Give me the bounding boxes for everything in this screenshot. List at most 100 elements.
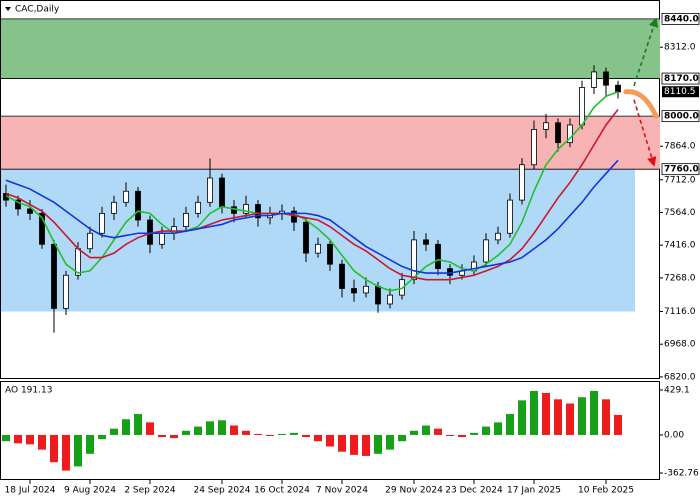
- ao-bar: [146, 422, 154, 435]
- zone: [1, 18, 660, 79]
- x-tick-label: 29 Nov 2024: [385, 486, 443, 496]
- ao-bar: [314, 434, 322, 442]
- level-label-box: [661, 110, 700, 123]
- current-price-label: 8110.5: [664, 87, 696, 97]
- ao-bar: [494, 422, 502, 435]
- candle-body: [207, 177, 213, 203]
- y-tick-label: 6820.0: [664, 372, 696, 382]
- ao-bar: [206, 421, 214, 435]
- candle-body: [615, 84, 621, 93]
- candle-body: [219, 177, 225, 208]
- candle-body: [543, 122, 549, 130]
- candle-body: [315, 243, 321, 254]
- ao-bar: [566, 403, 574, 435]
- candle-body: [591, 71, 597, 88]
- y-tick-label: 6968.0: [664, 340, 696, 350]
- candle-body: [135, 190, 141, 221]
- ao-bar: [446, 434, 454, 437]
- level-label: 8440.0: [664, 14, 699, 24]
- candle-body: [39, 212, 45, 245]
- candle-body: [195, 201, 201, 214]
- ao-bar: [86, 434, 94, 454]
- ao-bar: [614, 414, 622, 435]
- y-tick-label: 7564.0: [664, 208, 696, 218]
- ao-bar: [542, 393, 550, 435]
- ao-bar: [374, 434, 382, 454]
- x-tick-label: 17 Jan 2025: [507, 486, 561, 496]
- candle-body: [255, 204, 261, 219]
- ma-line: [5, 91, 619, 292]
- candle-body: [579, 87, 585, 126]
- ao-bar: [38, 434, 46, 450]
- candle-body: [567, 124, 573, 144]
- ao-bar: [398, 434, 406, 442]
- x-tick-label: 10 Feb 2025: [578, 486, 634, 496]
- ao-bar: [302, 434, 310, 438]
- ao-bar: [14, 434, 22, 444]
- ao-bar: [50, 434, 58, 463]
- ao-bar: [602, 399, 610, 435]
- candle-body: [435, 243, 441, 270]
- y-tick-label: 7116.0: [664, 307, 696, 317]
- level-label-box: [661, 72, 700, 85]
- candle-body: [243, 204, 249, 214]
- forecast-curve: [623, 89, 659, 119]
- current-price-box: [662, 86, 699, 98]
- candle-body: [423, 239, 429, 245]
- candle-body: [411, 239, 417, 281]
- ao-bar: [266, 434, 274, 437]
- candle-body: [303, 221, 309, 254]
- ao-bar: [326, 434, 334, 447]
- ao-bar: [254, 433, 262, 435]
- ao-bar: [530, 390, 538, 435]
- candle-body: [159, 232, 165, 245]
- candle-body: [327, 243, 333, 265]
- candle-body: [51, 243, 57, 309]
- candle-body: [375, 285, 381, 305]
- candle-body: [111, 201, 117, 214]
- ao-bar: [422, 425, 430, 435]
- candle-body: [63, 274, 69, 309]
- ao-bar: [458, 434, 466, 438]
- chart-title: CAC,Daily: [15, 5, 60, 15]
- level-label-box: [661, 12, 700, 25]
- candle-body: [27, 208, 33, 214]
- ao-bar: [518, 400, 526, 435]
- candle-body: [183, 212, 189, 228]
- main-panel: [0, 0, 660, 379]
- ao-bar: [410, 430, 418, 435]
- ao-bar: [278, 433, 286, 435]
- ao-bar: [242, 430, 250, 435]
- candle-body: [363, 285, 369, 294]
- x-tick-label: 23 Dec 2024: [445, 486, 503, 496]
- candle-body: [87, 232, 93, 250]
- ao-bar: [230, 425, 238, 435]
- ao-bar: [62, 434, 70, 471]
- candle-body: [495, 232, 501, 241]
- ao-bar: [554, 399, 562, 435]
- x-tick-label: 2 Sep 2024: [124, 486, 176, 496]
- ao-bar: [98, 434, 106, 440]
- ao-bar: [2, 434, 10, 442]
- ao-bar: [122, 419, 130, 435]
- ao-title: AO 191.13: [5, 386, 52, 396]
- ao-bar: [470, 432, 478, 435]
- ma-line: [5, 109, 619, 281]
- ao-bar: [26, 434, 34, 445]
- ao-panel: [0, 381, 660, 480]
- ao-bar: [134, 413, 142, 435]
- ao-bar: [590, 390, 598, 435]
- ao-tick-label: 429.1: [664, 385, 690, 395]
- ao-bar: [434, 428, 442, 435]
- x-tick-label: 9 Aug 2024: [64, 486, 116, 496]
- candle-body: [603, 71, 609, 86]
- ao-bar: [158, 434, 166, 438]
- ao-bar: [194, 426, 202, 435]
- menu-icon[interactable]: [5, 7, 11, 11]
- candle-body: [399, 279, 405, 296]
- candle-body: [123, 190, 129, 203]
- ao-bar: [110, 428, 118, 435]
- candle-body: [507, 199, 513, 234]
- candle-body: [99, 212, 105, 234]
